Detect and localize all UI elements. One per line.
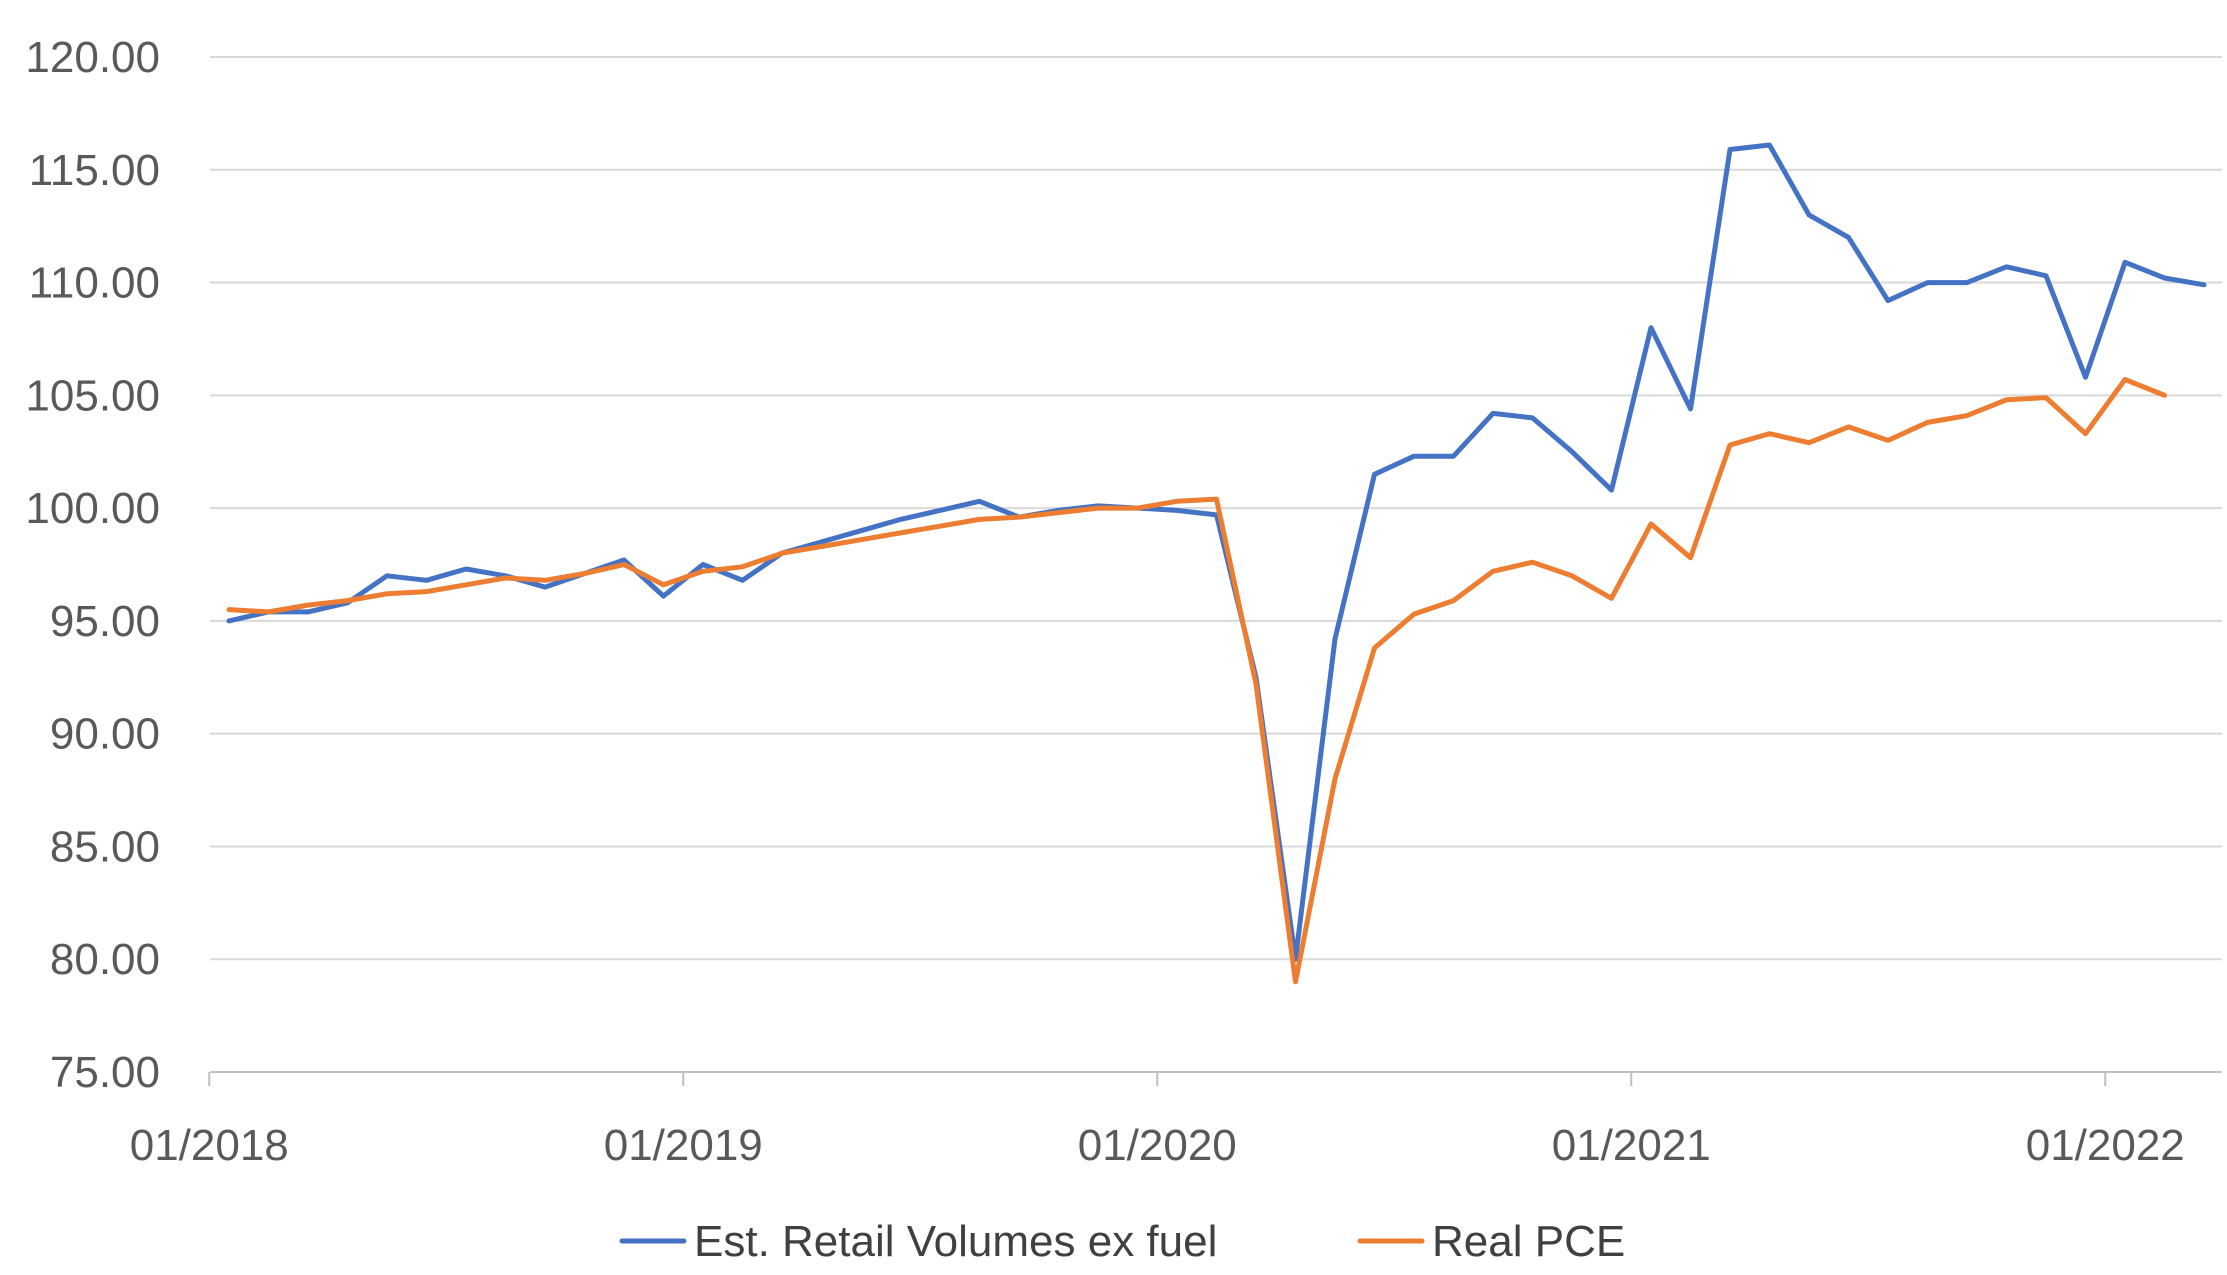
x-tick-label: 01/2018: [130, 1121, 289, 1170]
y-tick-label: 115.00: [29, 146, 160, 195]
x-tick-label: 01/2022: [2026, 1121, 2185, 1170]
legend-label: Real PCE: [1432, 1217, 1625, 1266]
x-tick-label: 01/2021: [1552, 1121, 1711, 1170]
series-line-real-pce: [226, 377, 2167, 985]
series-line-retail-volumes: [226, 142, 2207, 962]
series-lines: [226, 142, 2207, 985]
x-axis-tick-labels: 01/2018 01/2019 01/2020 01/2021 01/2022: [130, 1121, 2185, 1170]
y-tick-label: 120.00: [25, 33, 160, 82]
y-tick-label: 110.00: [29, 259, 160, 308]
legend-label: Est. Retail Volumes ex fuel: [694, 1217, 1217, 1266]
legend: Est. Retail Volumes ex fuel Real PCE: [619, 1217, 1625, 1266]
axes: [208, 1071, 2222, 1086]
y-axis-tick-labels: 75.00 80.00 85.00 90.00 95.00 100.00 105.00 110…: [25, 33, 160, 1097]
y-tick-label: 85.00: [50, 822, 160, 871]
y-tick-label: 75.00: [50, 1048, 160, 1097]
y-tick-label: 105.00: [25, 371, 160, 420]
y-tick-label: 90.00: [50, 710, 160, 759]
y-tick-label: 80.00: [50, 935, 160, 984]
y-tick-label: 95.00: [50, 597, 160, 646]
x-tick-label: 01/2019: [604, 1121, 763, 1170]
y-tick-label: 100.00: [25, 484, 160, 533]
x-tick-label: 01/2020: [1078, 1121, 1237, 1170]
